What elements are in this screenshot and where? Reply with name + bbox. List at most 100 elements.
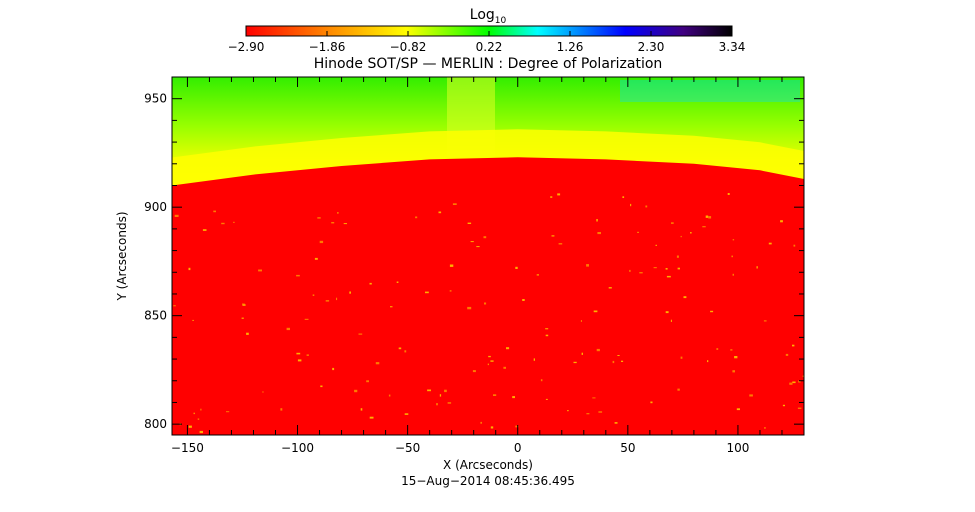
speckle <box>593 310 598 313</box>
speckle <box>670 319 672 322</box>
speckle <box>630 203 632 207</box>
colorbar-tick-label: −0.82 <box>390 40 427 54</box>
speckle <box>319 240 324 244</box>
colorbar-tick-label: 2.30 <box>638 40 665 54</box>
speckle <box>242 304 246 306</box>
speckle <box>354 389 358 393</box>
x-axis: −150 −100 −50 0 50 100 <box>171 77 783 455</box>
speckle <box>436 403 438 406</box>
speckle <box>200 408 202 411</box>
speckle <box>503 366 506 369</box>
timestamp: 15−Aug−2014 08:45:36.495 <box>401 474 575 488</box>
speckle <box>708 216 712 219</box>
speckle <box>472 370 476 373</box>
blue-noise-patch <box>620 80 800 102</box>
disk-speckles <box>173 193 804 434</box>
speckle <box>213 210 216 213</box>
speckle <box>596 348 600 352</box>
speckle <box>639 272 643 274</box>
speckle <box>325 300 330 302</box>
speckle <box>312 294 315 296</box>
speckle <box>736 408 740 411</box>
speckle <box>731 255 733 258</box>
speckle <box>444 389 447 393</box>
speckle <box>567 410 569 412</box>
speckle <box>645 205 648 208</box>
speckle <box>596 219 598 222</box>
speckle <box>785 353 789 356</box>
speckle <box>262 391 264 393</box>
y-tick-label: 850 <box>144 309 167 323</box>
speckle <box>193 412 195 415</box>
speckle <box>732 273 734 276</box>
speckle <box>375 362 380 365</box>
speckle <box>677 388 680 391</box>
solar-disk-region <box>172 157 804 435</box>
colorbar-tick-label: −2.90 <box>228 40 265 54</box>
colorbar-title-base: Log <box>470 7 495 23</box>
plot-frame <box>171 76 805 436</box>
speckle <box>665 311 669 314</box>
speckle <box>447 402 452 404</box>
speckle <box>192 319 194 321</box>
y-tick-label: 950 <box>144 92 167 106</box>
speckle <box>749 394 753 397</box>
speckle <box>557 193 561 196</box>
speckle <box>425 291 429 294</box>
speckle <box>763 320 767 322</box>
colorbar-ticks: −2.90 −1.86 −0.82 0.22 1.26 2.30 3.34 <box>228 31 745 54</box>
speckle <box>782 404 785 407</box>
speckle <box>398 347 402 350</box>
speckle <box>730 349 733 351</box>
speckle <box>512 396 515 399</box>
x-tick-label: −150 <box>171 441 204 455</box>
speckle <box>665 268 668 270</box>
speckle <box>467 306 472 310</box>
speckle <box>756 266 758 269</box>
speckle <box>331 222 335 224</box>
colorbar: Log10 −2.90 −1.86 −0.82 0.22 1.26 2.30 3.34 <box>228 7 746 54</box>
speckle <box>242 303 245 305</box>
speckle <box>199 430 203 434</box>
speckle <box>612 360 615 364</box>
speckle <box>404 413 409 415</box>
chart-title: Hinode SOT/SP — MERLIN : Degree of Polar… <box>314 56 663 72</box>
speckle <box>490 426 494 429</box>
speckle <box>438 211 442 214</box>
speckle <box>487 363 489 366</box>
x-tick-label: 50 <box>620 441 635 455</box>
speckle <box>680 356 683 359</box>
speckle <box>671 222 674 224</box>
speckle <box>449 290 452 292</box>
speckle <box>540 379 543 382</box>
speckle <box>597 232 601 235</box>
speckle <box>221 222 225 225</box>
speckle <box>280 408 283 411</box>
speckle <box>545 334 549 337</box>
speckle <box>734 356 738 359</box>
speckle <box>304 318 309 320</box>
speckle <box>732 370 735 373</box>
speckle <box>317 217 321 219</box>
speckle <box>396 281 399 283</box>
speckle <box>297 359 302 362</box>
speckle <box>226 411 230 413</box>
speckle <box>452 203 457 205</box>
colorbar-title-sub: 10 <box>495 16 507 26</box>
speckle <box>580 320 582 322</box>
speckle <box>358 333 363 335</box>
speckle <box>470 241 474 243</box>
speckle <box>802 375 804 377</box>
x-tick-label: 0 <box>514 441 522 455</box>
speckle <box>586 413 590 415</box>
speckle <box>366 380 369 383</box>
speckle <box>427 389 431 392</box>
speckle <box>677 267 680 270</box>
speckle <box>415 216 418 219</box>
y-axis: 800 850 900 950 <box>144 92 804 431</box>
heatmap-image <box>172 77 804 435</box>
speckle <box>592 397 596 399</box>
speckle <box>614 422 618 424</box>
speckle <box>360 408 363 411</box>
